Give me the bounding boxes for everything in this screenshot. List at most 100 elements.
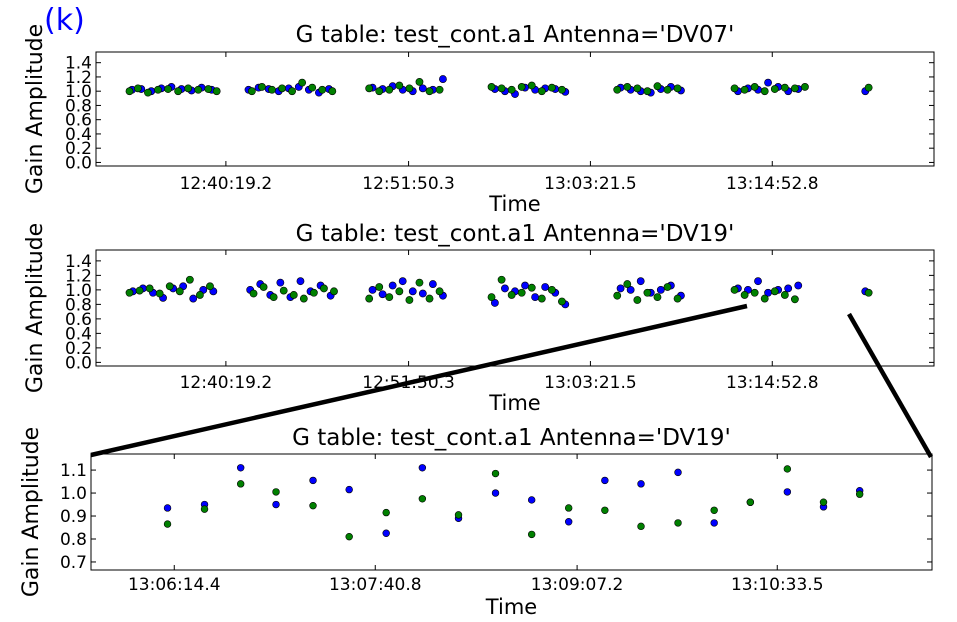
data-point-series-2 [375,87,384,96]
data-point-series-2 [184,84,193,93]
data-point-series-2 [623,83,632,91]
data-point-series-2 [330,287,338,296]
data-point-series-2 [613,291,622,300]
data-point-series-2 [673,294,682,303]
data-point-series-2 [643,87,652,96]
data-point-series-2 [249,289,258,298]
data-point-series-2 [454,511,463,519]
data-point-series-2 [425,87,434,96]
x-axis-label: Time [488,192,540,216]
data-point-series-1 [378,290,387,299]
data-point-series-2 [345,532,353,541]
y-tick-label: 0.8 [60,530,87,550]
data-point-series-2 [558,85,566,94]
data-point-series-2 [200,505,209,513]
data-point-series-2 [272,488,280,496]
y-tick-label: 0.8 [65,295,92,315]
data-point-series-2 [564,504,573,512]
data-point-series-1 [309,476,317,485]
data-point-series-2 [527,283,536,292]
data-point-series-1 [794,281,803,290]
chart-title: G table: test_cont.a1 Antenna='DV07' [296,22,735,48]
data-point-series-2 [653,293,662,302]
data-point-series-2 [435,287,444,296]
x-axis-label: Time [485,595,537,619]
data-point-series-2 [547,83,556,92]
plot-dv07: G table: test_cont.a1 Antenna='DV07' Gain… [23,22,935,216]
data-point-series-2 [783,465,792,473]
data-point-series-2 [801,83,809,91]
data-point-series-2 [855,490,864,498]
data-point-series-1 [439,75,447,83]
data-point-series-2 [780,291,789,299]
chart-title: G table: test_cont.a1 Antenna='DV19' [296,221,735,247]
data-point-series-2 [517,83,526,91]
data-point-series-1 [418,464,427,472]
y-tick-label: 1.0 [65,82,92,102]
data-point-series-1 [674,468,682,477]
data-point-series-2 [770,287,779,296]
axes-frame [95,249,935,367]
plot-dv19: G table: test_cont.a1 Antenna='DV19' Gain… [23,221,935,415]
data-point-series-2 [633,84,642,93]
y-tick-label: 0.0 [65,353,92,373]
data-point-series-2 [365,84,374,93]
data-point-series-2 [497,275,506,284]
data-point-series-2 [547,285,556,294]
data-point-series-2 [196,291,204,299]
chart-title: G table: test_cont.a1 Antenna='DV19' [292,425,731,451]
data-point-series-1 [784,284,793,293]
data-point-series-2 [133,84,142,93]
data-point-series-2 [165,282,174,291]
y-tick-label: 0.4 [65,324,92,344]
data-point-series-2 [527,81,536,90]
data-point-series-2 [710,506,718,514]
data-point-series-2 [663,85,672,94]
data-point-series-1 [398,277,407,286]
data-point-series-1 [783,488,792,496]
data-point-series-2 [258,83,266,91]
data-point-series-2 [328,87,337,96]
data-point-series-2 [144,88,152,97]
y-tick-label: 1.0 [65,281,92,301]
data-point-series-1 [418,289,427,298]
y-tick-label: 0.2 [65,339,92,359]
x-tick-label: 13:03:21.5 [544,373,637,393]
data-point-series-2 [819,498,828,506]
panel-label: (k) [44,3,85,38]
data-point-series-2 [517,288,526,297]
data-point-series-2 [537,87,546,96]
data-point-series-2 [790,84,799,93]
data-point-series-2 [288,87,296,96]
data-point-series-2 [382,508,390,517]
data-point-series-2 [395,287,404,296]
data-point-series-2 [864,288,873,297]
data-point-series-1 [764,78,772,87]
data-point-series-1 [428,280,437,288]
x-tick-label: 13:07:40.8 [329,575,422,595]
data-point-series-2 [247,87,256,96]
data-point-series-1 [636,277,645,286]
data-point-series-2 [163,520,172,528]
y-tick-label: 1.2 [65,266,92,286]
x-tick-label: 13:06:14.4 [128,575,221,595]
data-point-series-2 [780,83,789,92]
data-point-series-1 [656,285,665,294]
data-point-series-2 [125,288,134,297]
y-axis-label: Gain Amplitude [23,24,48,194]
data-point-series-2 [740,85,749,94]
data-point-series-2 [365,294,374,303]
data-point-series-2 [135,286,144,295]
data-point-series-2 [864,83,873,92]
data-point-series-2 [730,285,739,294]
data-point-series-2 [746,498,755,506]
data-point-series-2 [278,84,286,93]
y-tick-label: 0.6 [65,111,92,131]
data-point-series-1 [616,284,625,293]
x-tick-label: 13:14:52.8 [726,174,819,194]
data-point-series-2 [633,296,642,304]
data-point-series-2 [527,530,536,539]
data-point-series-2 [663,283,672,291]
y-tick-label: 1.4 [65,252,92,272]
data-point-series-2 [507,85,516,94]
